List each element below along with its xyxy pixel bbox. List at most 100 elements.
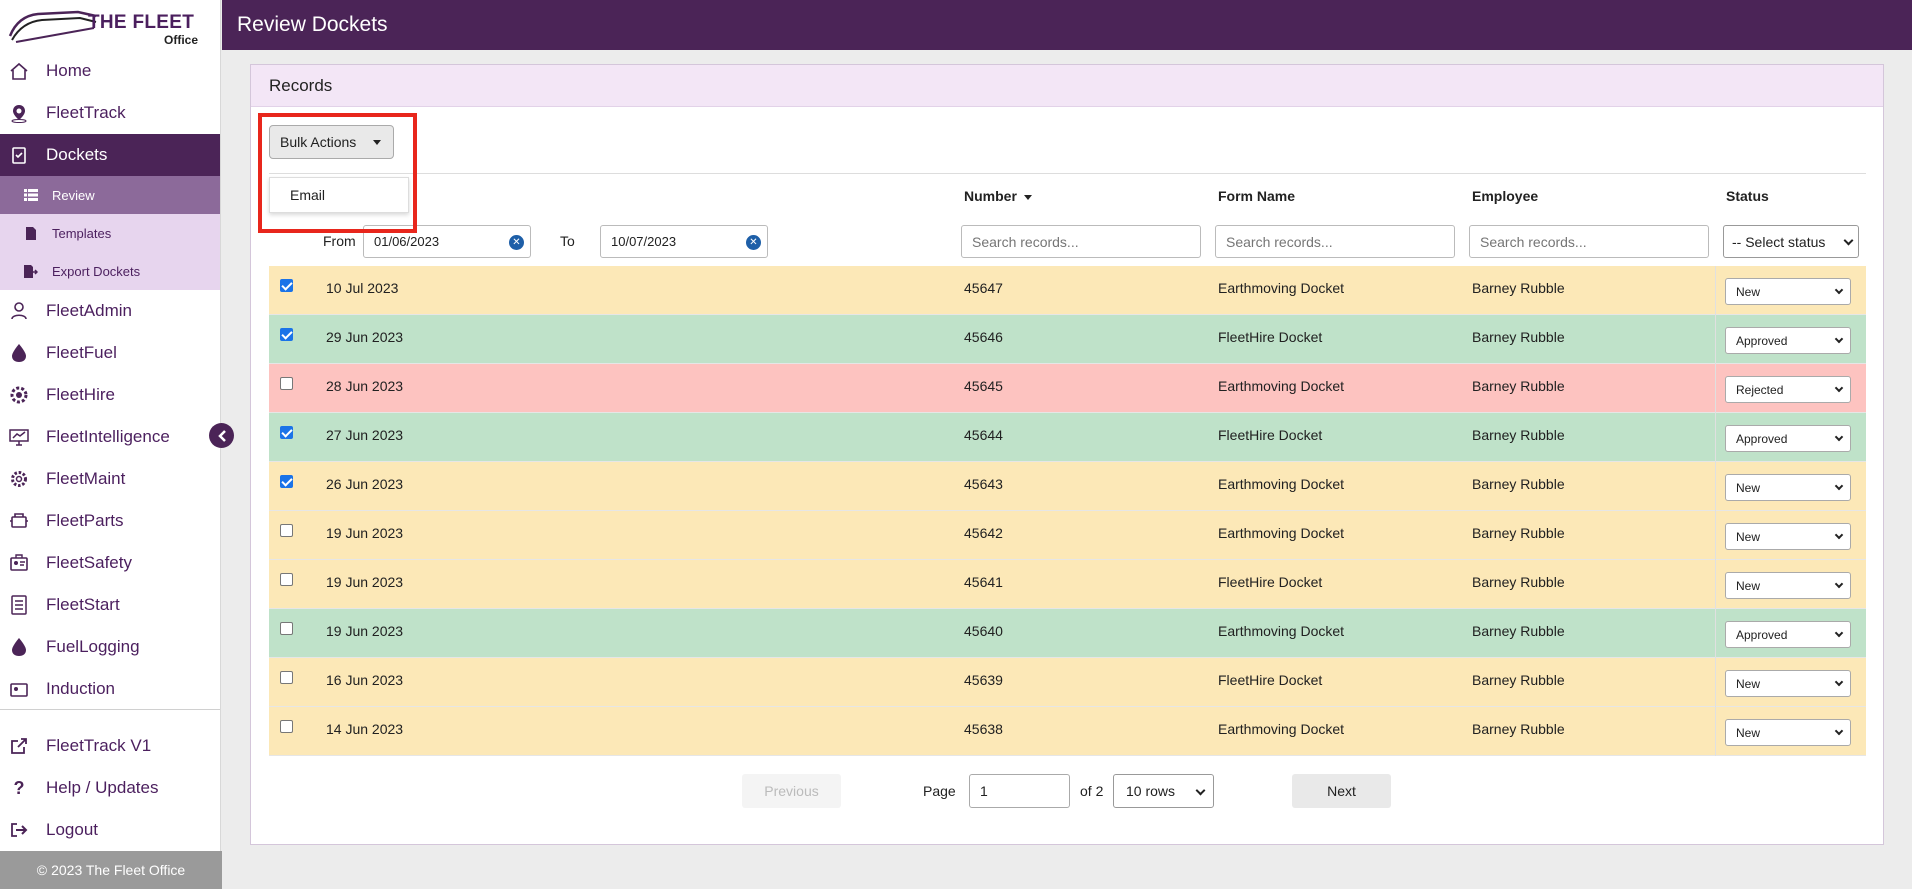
sidebar-item-fleettrack-v1[interactable]: FleetTrack V1 <box>0 725 221 767</box>
bulk-menu-email[interactable]: Email <box>269 177 409 213</box>
column-header-number[interactable]: Number <box>964 188 1032 204</box>
sidebar-item-induction[interactable]: Induction <box>0 668 220 709</box>
rows-per-page-select[interactable]: 10 rows <box>1113 774 1214 808</box>
chevron-down-icon <box>1195 785 1206 796</box>
sidebar-subitem-export-dockets[interactable]: Export Dockets <box>0 252 220 290</box>
records-panel: Records Bulk Actions Email Number Form N… <box>250 64 1884 845</box>
sidebar-item-dockets[interactable]: Dockets <box>0 134 220 176</box>
column-header-status[interactable]: Status <box>1726 188 1769 204</box>
sidebar-item-logout[interactable]: Logout <box>0 809 221 851</box>
brand-title: THE FLEET <box>88 12 195 33</box>
to-date-input[interactable]: 10/07/2023 ✕ <box>600 225 768 258</box>
column-divider <box>1715 609 1716 658</box>
sidebar-item-fleetmaint[interactable]: FleetMaint <box>0 458 220 500</box>
row-checkbox[interactable] <box>280 426 293 439</box>
row-status-select[interactable]: New <box>1725 523 1851 550</box>
table-row[interactable]: 26 Jun 2023 45643 Earthmoving Docket Barney… <box>269 462 1866 511</box>
sidebar-item-fleetstart[interactable]: FleetStart <box>0 584 220 626</box>
next-button[interactable]: Next <box>1292 774 1391 808</box>
row-status-select[interactable]: Approved <box>1725 327 1851 354</box>
bulk-actions-button[interactable]: Bulk Actions <box>269 125 394 159</box>
engine-part-icon <box>8 510 30 532</box>
column-divider <box>1715 364 1716 413</box>
nav-list[interactable]: Home FleetTrack Dockets Review Templates… <box>0 50 220 710</box>
column-divider <box>1715 707 1716 756</box>
table-row[interactable]: 14 Jun 2023 45638 Earthmoving Docket Barney… <box>269 707 1866 756</box>
row-checkbox[interactable] <box>280 377 293 390</box>
status-filter-select[interactable]: -- Select status <box>1723 225 1859 258</box>
sidebar-item-fleetadmin[interactable]: FleetAdmin <box>0 290 220 332</box>
chevron-down-icon <box>1834 432 1844 442</box>
row-checkbox[interactable] <box>280 475 293 488</box>
page-number-input[interactable]: 1 <box>969 774 1070 808</box>
row-status-value: New <box>1736 578 1761 593</box>
records-heading: Records <box>251 65 1883 107</box>
cell-number: 45640 <box>964 623 1003 639</box>
home-icon <box>8 60 30 82</box>
table-row[interactable]: 19 Jun 2023 45640 Earthmoving Docket Barney… <box>269 609 1866 658</box>
search-number-input[interactable] <box>961 225 1201 258</box>
sidebar-collapse-button[interactable] <box>209 423 234 448</box>
cell-date: 19 Jun 2023 <box>326 623 404 639</box>
search-form-name-input[interactable] <box>1215 225 1455 258</box>
row-status-select[interactable]: New <box>1725 670 1851 697</box>
table-row[interactable]: 29 Jun 2023 45646 FleetHire Docket Barney R… <box>269 315 1866 364</box>
table-row[interactable]: 10 Jul 2023 45647 Earthmoving Docket Barney… <box>269 266 1866 315</box>
row-status-value: Rejected <box>1736 382 1784 397</box>
clear-icon[interactable]: ✕ <box>509 235 524 250</box>
sidebar-subitem-review[interactable]: Review <box>0 176 220 214</box>
cell-employee: Barney Rubble <box>1472 280 1565 296</box>
column-divider <box>1715 462 1716 511</box>
sidebar-item-label: FleetHire <box>46 385 115 404</box>
sidebar-item-help[interactable]: ? Help / Updates <box>0 767 221 809</box>
sidebar-item-label: FleetParts <box>46 511 124 530</box>
column-header-form-name[interactable]: Form Name <box>1218 188 1296 204</box>
monitor-chart-icon <box>8 426 30 448</box>
sidebar-item-fleettrack[interactable]: FleetTrack <box>0 92 220 134</box>
table-row[interactable]: 19 Jun 2023 45642 Earthmoving Docket Barney… <box>269 511 1866 560</box>
cell-form-name: FleetHire Docket <box>1218 574 1323 590</box>
chevron-down-icon <box>1834 481 1844 491</box>
cell-date: 19 Jun 2023 <box>326 525 404 541</box>
document-icon <box>24 226 38 240</box>
row-checkbox[interactable] <box>280 279 293 292</box>
row-status-select[interactable]: New <box>1725 719 1851 746</box>
cell-employee: Barney Rubble <box>1472 525 1565 541</box>
table-row[interactable]: 16 Jun 2023 45639 FleetHire Docket Barney R… <box>269 658 1866 707</box>
sidebar-item-label: FleetMaint <box>46 469 126 488</box>
row-status-select[interactable]: New <box>1725 278 1851 305</box>
row-checkbox[interactable] <box>280 671 293 684</box>
records-heading-text: Records <box>269 75 333 95</box>
sidebar-subitem-templates[interactable]: Templates <box>0 214 220 252</box>
sidebar-item-fleetsafety[interactable]: FleetSafety <box>0 542 220 584</box>
cell-date: 19 Jun 2023 <box>326 574 404 590</box>
brand-logo[interactable]: THE FLEET Office <box>0 0 220 50</box>
table-row[interactable]: 28 Jun 2023 45645 Earthmoving Docket Barney… <box>269 364 1866 413</box>
sidebar-item-fuellogging[interactable]: FuelLogging <box>0 626 220 668</box>
cell-employee: Barney Rubble <box>1472 476 1565 492</box>
row-checkbox[interactable] <box>280 573 293 586</box>
row-status-select[interactable]: Approved <box>1725 425 1851 452</box>
cell-form-name: FleetHire Docket <box>1218 329 1323 345</box>
clear-icon[interactable]: ✕ <box>746 235 761 250</box>
sidebar-item-fleetfuel[interactable]: FleetFuel <box>0 332 220 374</box>
row-checkbox[interactable] <box>280 328 293 341</box>
table-row[interactable]: 27 Jun 2023 45644 FleetHire Docket Barney R… <box>269 413 1866 462</box>
table-row[interactable]: 19 Jun 2023 45641 FleetHire Docket Barney R… <box>269 560 1866 609</box>
from-date-input[interactable]: 01/06/2023 ✕ <box>363 225 531 258</box>
row-status-select[interactable]: New <box>1725 474 1851 501</box>
gear-icon <box>8 468 30 490</box>
sidebar-item-fleetintelligence[interactable]: FleetIntelligence <box>0 416 220 458</box>
row-status-select[interactable]: New <box>1725 572 1851 599</box>
row-status-select[interactable]: Approved <box>1725 621 1851 648</box>
sidebar-item-home[interactable]: Home <box>0 50 220 92</box>
row-status-select[interactable]: Rejected <box>1725 376 1851 403</box>
sidebar-item-fleethire[interactable]: FleetHire <box>0 374 220 416</box>
search-employee-input[interactable] <box>1469 225 1709 258</box>
sidebar-item-fleetparts[interactable]: FleetParts <box>0 500 220 542</box>
previous-button[interactable]: Previous <box>742 774 841 808</box>
row-checkbox[interactable] <box>280 524 293 537</box>
row-checkbox[interactable] <box>280 720 293 733</box>
column-header-employee[interactable]: Employee <box>1472 188 1539 204</box>
row-checkbox[interactable] <box>280 622 293 635</box>
